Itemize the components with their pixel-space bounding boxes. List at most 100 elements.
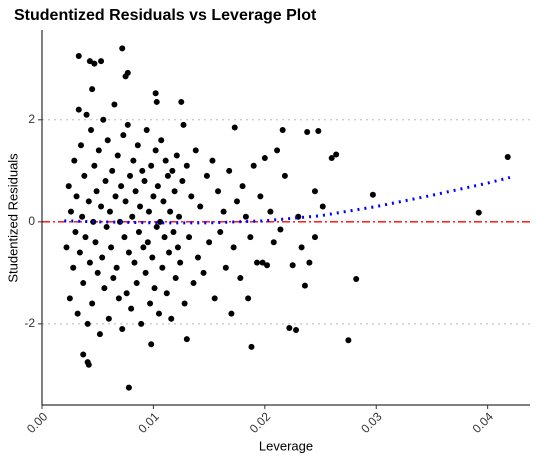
point [504,154,511,161]
point [289,262,296,269]
point [306,259,313,266]
point [123,290,130,297]
point [86,58,93,65]
point [115,295,122,302]
point [153,223,160,230]
point [73,193,80,200]
point [177,259,184,266]
point [106,208,113,215]
point [172,274,179,281]
point [159,264,166,271]
point [66,295,73,302]
point [163,290,170,297]
point [152,147,159,154]
point [111,101,118,108]
point [173,152,180,159]
point [72,229,79,236]
point [112,193,119,200]
point [63,244,70,251]
point [92,239,99,246]
point [76,249,83,256]
point [129,213,136,220]
point [186,234,193,241]
point [279,127,286,133]
point [98,58,105,65]
point [311,234,318,241]
point [114,152,121,159]
point [245,295,252,302]
point [179,178,186,185]
point [102,178,109,185]
point [75,106,82,113]
point [100,116,107,123]
point [85,361,92,368]
point [103,223,110,230]
point [319,203,326,210]
point [127,172,134,179]
point [85,198,92,205]
point [226,167,233,174]
point [261,155,268,162]
point [104,137,111,144]
point [264,262,271,269]
point [188,193,195,200]
point [298,244,305,251]
point [79,213,86,220]
point [125,249,132,256]
y-tick-label: -2 [24,316,35,330]
point [257,193,264,200]
point [65,183,72,190]
point [209,157,216,164]
point [145,208,152,215]
point [164,172,171,179]
point [277,226,284,233]
point [228,310,235,317]
point [143,127,150,133]
point [84,320,91,327]
point [155,310,162,317]
point [157,218,164,225]
point [153,98,160,105]
point [259,259,266,266]
point [247,234,254,241]
point [328,155,335,162]
point [148,162,155,169]
point [250,162,257,169]
point [83,111,90,118]
point [113,264,120,271]
point [71,157,78,164]
point [178,98,185,105]
point [206,239,213,246]
point [144,239,151,246]
y-tick-label: 0 [28,214,35,228]
point [211,295,218,302]
point [94,269,101,276]
point [183,162,190,169]
y-tick-label: 2 [28,112,35,126]
point [215,188,222,195]
point [118,183,125,190]
point [105,315,112,322]
point [274,147,281,154]
point [151,285,158,292]
chart-title: Studentized Residuals vs Leverage Plot [14,7,317,24]
point [135,229,142,236]
point [95,147,102,154]
point [270,239,277,246]
point [152,90,159,97]
point [171,188,178,195]
point [168,315,175,322]
point [137,203,144,210]
point [220,208,227,215]
point [281,172,288,179]
point [122,198,129,205]
point [304,129,311,136]
point [139,167,146,174]
point [89,300,96,307]
point [130,157,137,164]
point [286,324,293,331]
point [91,60,98,67]
point [120,132,127,139]
point [254,259,261,266]
